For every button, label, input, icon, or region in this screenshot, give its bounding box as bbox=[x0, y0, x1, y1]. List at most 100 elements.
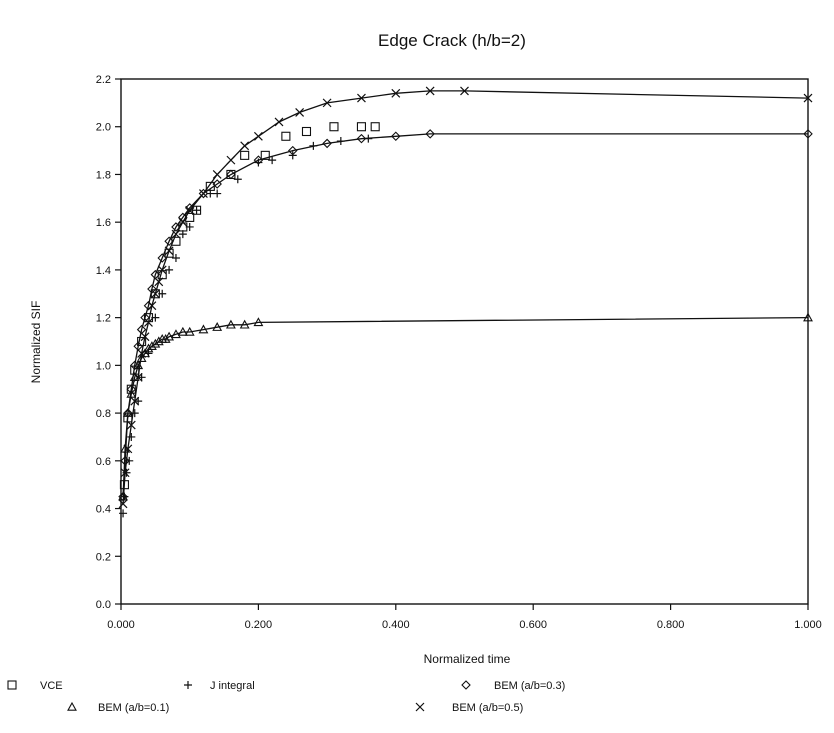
plot-area-frame bbox=[120, 78, 809, 605]
legend-label: BEM (a/b=0.5) bbox=[452, 702, 523, 714]
point-diamond bbox=[212, 179, 222, 189]
point-diamond bbox=[123, 408, 133, 418]
point-diamond bbox=[184, 203, 195, 213]
point-x bbox=[199, 189, 208, 198]
point-triangle bbox=[212, 322, 223, 331]
series-curve-x bbox=[122, 90, 809, 504]
point-x bbox=[425, 86, 435, 96]
legend-marker-plus bbox=[184, 681, 192, 689]
point-square bbox=[301, 126, 312, 137]
y-tick-label: 1.2 bbox=[96, 313, 111, 325]
point-triangle bbox=[133, 360, 144, 370]
point-x bbox=[154, 277, 164, 287]
point-x bbox=[171, 229, 181, 239]
y-tick-label: 0.2 bbox=[96, 551, 111, 563]
point-square bbox=[171, 236, 181, 246]
point-square bbox=[329, 122, 339, 132]
y-tick-label: 0.4 bbox=[96, 504, 111, 516]
point-x bbox=[137, 349, 147, 358]
plot-frame bbox=[120, 78, 809, 605]
point-triangle bbox=[150, 338, 161, 348]
legend-label: J integral bbox=[210, 680, 255, 692]
point-x bbox=[118, 499, 128, 509]
point-diamond bbox=[164, 236, 174, 247]
point-x bbox=[164, 246, 174, 256]
point-triangle bbox=[803, 312, 813, 322]
point-x bbox=[460, 86, 469, 96]
point-plus bbox=[151, 313, 160, 322]
y-tick-label: 2.2 bbox=[96, 74, 111, 86]
x-tick-label: 0.800 bbox=[657, 619, 685, 631]
point-diamond bbox=[198, 188, 209, 199]
point-x bbox=[322, 98, 332, 108]
x-tick-label: 1.000 bbox=[794, 619, 822, 631]
point-plus bbox=[213, 189, 222, 198]
point-diamond bbox=[140, 312, 150, 323]
point-triangle bbox=[118, 491, 128, 501]
point-x bbox=[178, 217, 188, 227]
series-curve-triangle bbox=[122, 316, 809, 497]
point-triangle bbox=[164, 331, 175, 341]
point-plus bbox=[185, 222, 194, 231]
point-square bbox=[240, 150, 250, 160]
point-square bbox=[164, 248, 174, 258]
point-x bbox=[226, 155, 236, 165]
y-tick-label: 1.8 bbox=[96, 169, 111, 181]
point-x bbox=[144, 317, 153, 327]
x-axis: 0.000 0.200 0.400 0.600 0.800 1.000 bbox=[107, 604, 822, 631]
point-diamond bbox=[129, 360, 140, 371]
point-triangle bbox=[184, 326, 195, 336]
x-tick-label: 0.400 bbox=[382, 619, 410, 631]
point-plus bbox=[158, 289, 167, 298]
point-diamond bbox=[253, 155, 264, 165]
chart-title: Edge Crack (h/b=2) bbox=[378, 31, 526, 50]
point-diamond bbox=[356, 133, 367, 144]
y-tick-label: 0.0 bbox=[96, 599, 111, 611]
x-tick-label: 0.600 bbox=[519, 619, 547, 631]
series-curve-diamond bbox=[122, 133, 808, 497]
y-axis: 0.0 0.2 0.4 0.6 0.8 1.0 1.2 1.4 1.6 1.8 2.0 2.2 bbox=[96, 74, 121, 611]
point-plus bbox=[127, 432, 136, 441]
point-diamond bbox=[120, 456, 130, 466]
point-triangle bbox=[171, 329, 181, 339]
legend-marker-diamond bbox=[461, 680, 471, 690]
point-x bbox=[185, 205, 195, 215]
point-x bbox=[157, 265, 167, 275]
point-triangle bbox=[136, 353, 147, 362]
point-diamond bbox=[147, 284, 157, 294]
point-triangle bbox=[225, 319, 236, 329]
point-plus bbox=[268, 156, 277, 165]
point-diamond bbox=[425, 129, 435, 139]
point-x bbox=[150, 289, 160, 299]
point-square bbox=[119, 480, 129, 490]
legend: VCE J integral BEM (a/b=0.3) BEM (a/b=0.1) B… bbox=[7, 680, 565, 714]
point-triangle bbox=[160, 333, 171, 343]
point-x bbox=[120, 468, 130, 478]
point-plus bbox=[119, 509, 128, 518]
point-diamond bbox=[118, 491, 128, 502]
point-x bbox=[212, 170, 222, 179]
legend-label: BEM (a/b=0.1) bbox=[98, 702, 169, 714]
legend-marker-square bbox=[7, 680, 17, 690]
point-diamond bbox=[157, 253, 167, 263]
point-triangle bbox=[198, 324, 209, 334]
point-plus bbox=[254, 158, 263, 167]
x-axis-label: Normalized time bbox=[424, 652, 511, 666]
point-triangle bbox=[122, 407, 133, 417]
x-tick-label: 0.000 bbox=[107, 619, 135, 631]
point-diamond bbox=[126, 384, 137, 395]
point-diamond bbox=[803, 129, 813, 139]
legend-label: VCE bbox=[40, 680, 63, 692]
point-square bbox=[370, 122, 380, 132]
point-plus bbox=[171, 253, 180, 262]
point-plus bbox=[233, 175, 242, 184]
point-x bbox=[140, 332, 150, 342]
y-tick-label: 1.4 bbox=[96, 265, 111, 277]
point-square bbox=[281, 131, 291, 141]
point-x bbox=[295, 107, 305, 117]
point-diamond bbox=[226, 169, 236, 180]
point-plus bbox=[309, 141, 318, 150]
point-x bbox=[240, 141, 250, 151]
y-tick-label: 1.6 bbox=[96, 217, 111, 229]
